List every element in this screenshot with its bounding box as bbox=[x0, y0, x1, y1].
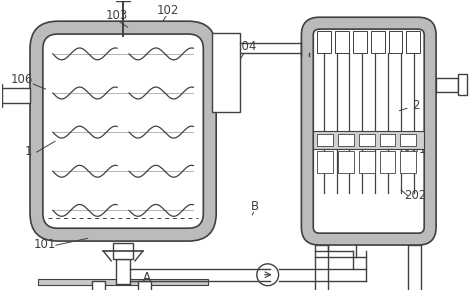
Text: 103: 103 bbox=[106, 9, 128, 22]
Bar bbox=[116, 0, 130, 1]
Text: 201: 201 bbox=[404, 143, 427, 156]
Bar bbox=[92, 281, 105, 291]
Text: A: A bbox=[143, 271, 151, 284]
Bar bbox=[436, 78, 458, 92]
Bar bbox=[359, 151, 374, 173]
Text: 106: 106 bbox=[11, 73, 33, 86]
Bar bbox=[0, 84, 2, 107]
Bar bbox=[317, 151, 333, 173]
FancyBboxPatch shape bbox=[301, 17, 436, 245]
Bar bbox=[380, 134, 395, 146]
Bar bbox=[359, 134, 374, 146]
Bar bbox=[408, 245, 421, 291]
Bar bbox=[401, 134, 416, 146]
Text: 101: 101 bbox=[33, 238, 56, 251]
Bar bbox=[353, 31, 367, 53]
Text: 1: 1 bbox=[24, 145, 32, 158]
Bar bbox=[401, 151, 416, 173]
Bar bbox=[317, 134, 333, 146]
Bar bbox=[406, 31, 420, 53]
Text: B: B bbox=[251, 200, 259, 213]
Text: 102: 102 bbox=[156, 3, 179, 17]
Bar bbox=[389, 31, 402, 53]
FancyBboxPatch shape bbox=[313, 29, 424, 233]
Bar bbox=[138, 281, 151, 291]
Text: 2: 2 bbox=[411, 99, 419, 112]
Text: 202: 202 bbox=[404, 189, 427, 202]
Bar bbox=[315, 245, 328, 291]
Bar bbox=[116, 259, 130, 284]
Bar bbox=[335, 31, 349, 53]
Bar bbox=[317, 31, 331, 53]
Bar bbox=[338, 134, 354, 146]
Bar bbox=[212, 33, 240, 112]
Bar bbox=[0, 88, 30, 103]
Bar bbox=[338, 151, 354, 173]
FancyBboxPatch shape bbox=[30, 21, 216, 241]
Bar bbox=[458, 74, 467, 95]
Bar bbox=[113, 243, 133, 259]
Bar bbox=[371, 31, 384, 53]
Bar bbox=[380, 151, 395, 173]
Bar bbox=[38, 279, 208, 285]
Bar bbox=[313, 131, 424, 149]
FancyBboxPatch shape bbox=[43, 34, 203, 228]
Text: 104: 104 bbox=[234, 40, 256, 54]
